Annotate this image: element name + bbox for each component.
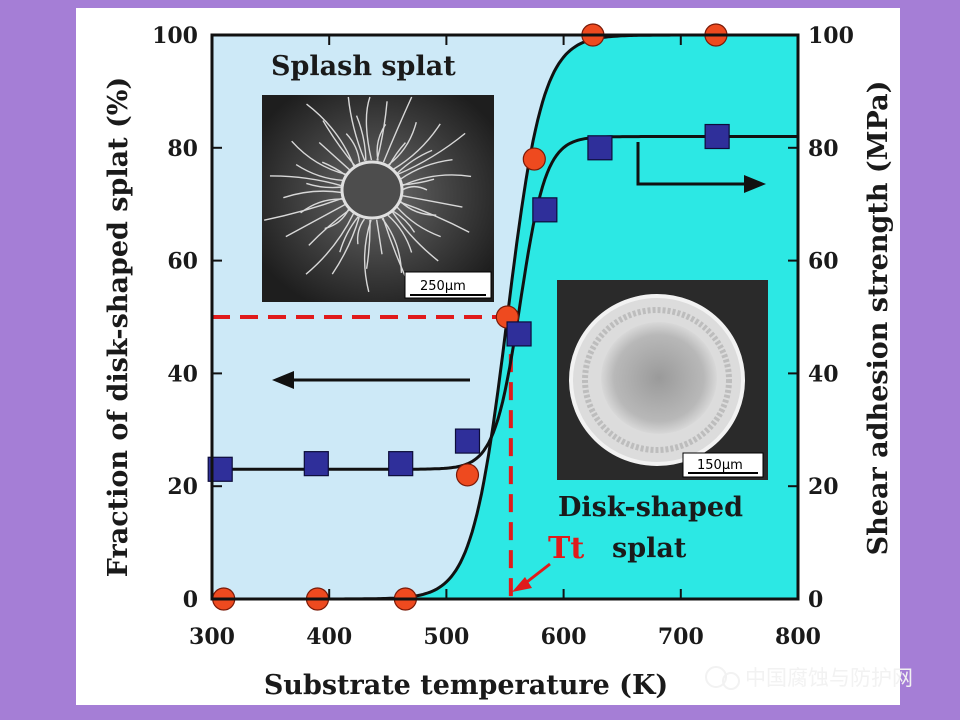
splash-rays	[264, 96, 472, 294]
y-right-tick-label: 80	[808, 136, 839, 162]
splash-ray	[397, 132, 466, 176]
splash-ray	[331, 216, 360, 275]
splash-ray	[388, 142, 406, 166]
splash-ray	[401, 174, 472, 187]
axis-ticks	[211, 34, 799, 600]
disk-ring	[582, 307, 732, 453]
splash-ray	[269, 175, 343, 187]
splash-ray	[306, 182, 343, 189]
y-right-tick-label: 40	[808, 361, 839, 387]
watermark-text: 中国腐蚀与防护网	[745, 666, 913, 690]
y-right-tick-label: 100	[808, 23, 854, 49]
x-tick-label: 600	[541, 624, 587, 650]
splash-ray	[324, 208, 350, 230]
splash-ray	[376, 124, 387, 161]
x-tick-label: 500	[423, 624, 469, 650]
splash-ray	[376, 101, 388, 161]
splash-ray	[401, 194, 463, 208]
tt-label: Tt	[548, 531, 584, 566]
x-tick-labels: 300 400 500 600 700 800	[189, 624, 821, 650]
strength-point	[704, 123, 730, 150]
tt-guide-lines	[212, 315, 513, 599]
x-tick-label: 300	[189, 624, 235, 650]
disk-splat-label-line2: splat	[612, 533, 687, 564]
splash-ray	[365, 219, 371, 269]
splash-ray	[396, 206, 441, 238]
y-right-tick-label: 60	[808, 249, 839, 275]
right-axis-arrow	[636, 142, 766, 193]
tt-annotation: Tt	[512, 531, 584, 592]
x-tick-label: 800	[775, 624, 821, 650]
splash-ray	[365, 96, 373, 161]
splash-ray	[396, 149, 433, 174]
splash-ray	[306, 103, 355, 167]
splash-ray	[339, 216, 359, 253]
splash-ray	[264, 197, 344, 221]
splash-ray	[322, 120, 356, 166]
plot-frame	[210, 33, 800, 601]
splash-ray	[291, 140, 347, 176]
strength-point	[388, 451, 414, 477]
splash-ray	[399, 159, 453, 181]
splash-scale-box	[404, 271, 492, 299]
splash-ray	[381, 217, 403, 273]
fraction-curve	[212, 35, 798, 599]
strength-point	[506, 321, 532, 347]
fraction-point	[455, 463, 480, 487]
y-left-tick-label: 80	[167, 136, 198, 162]
y-left-tick-label: 100	[152, 23, 198, 49]
disk-scale-label: 150μm	[697, 458, 743, 473]
y-left-tick-label: 60	[167, 249, 198, 275]
disk-inner	[601, 322, 717, 434]
splash-ray	[283, 190, 343, 199]
splash-ray	[305, 213, 355, 275]
splash-core	[340, 160, 404, 220]
splash-ray	[363, 219, 372, 293]
y-right-tick-labels: 0 20 40 60 80 100	[808, 23, 854, 613]
y-right-tick-label: 20	[808, 474, 839, 500]
splash-ray	[401, 185, 428, 191]
y-left-tick-label: 40	[167, 361, 198, 387]
disk-splat-inset: 150μm Disk-shaped splat	[557, 280, 768, 564]
splash-ray	[393, 123, 441, 170]
splash-ray	[355, 115, 367, 161]
watermark: 中国腐蚀与防护网	[705, 666, 913, 690]
y-left-tick-label: 0	[183, 587, 198, 613]
strength-point	[303, 451, 329, 477]
strength-point	[454, 428, 481, 454]
splash-ray	[295, 164, 344, 182]
x-tick-label: 700	[658, 624, 704, 650]
strength-point	[532, 197, 558, 223]
splash-ray	[345, 133, 361, 163]
splash-splat-inset: Splash splat 250μm	[262, 51, 494, 302]
y-right-tick-label: 0	[808, 587, 823, 613]
splash-ray	[387, 214, 413, 253]
splash-ray	[382, 96, 413, 163]
splash-ray	[392, 210, 416, 233]
splash-ray	[375, 219, 383, 255]
splash-ray	[391, 211, 439, 262]
left-axis-arrow	[272, 371, 470, 389]
splash-ray	[285, 203, 346, 238]
splash-splat-label: Splash splat	[271, 51, 456, 82]
x-tick-label: 400	[306, 624, 352, 650]
strength-point	[587, 135, 613, 161]
splash-ray	[318, 141, 351, 171]
fraction-point	[522, 147, 546, 171]
y-left-axis-title: Fraction of disk-shaped splat (%)	[103, 77, 134, 577]
data-markers	[207, 23, 730, 611]
y-left-tick-labels: 0 20 40 60 80 100	[152, 23, 198, 613]
disk-splat-label-line1: Disk-shaped	[558, 492, 743, 523]
y-right-axis-title: Shear adhesion strength (MPa)	[863, 81, 894, 556]
splash-scale-label: 250μm	[420, 279, 466, 294]
splash-ray	[399, 201, 470, 233]
x-axis-title: Substrate temperature (K)	[264, 670, 668, 701]
splash-ray	[356, 218, 365, 245]
y-left-tick-label: 20	[167, 474, 198, 500]
splash-ray	[347, 96, 366, 162]
